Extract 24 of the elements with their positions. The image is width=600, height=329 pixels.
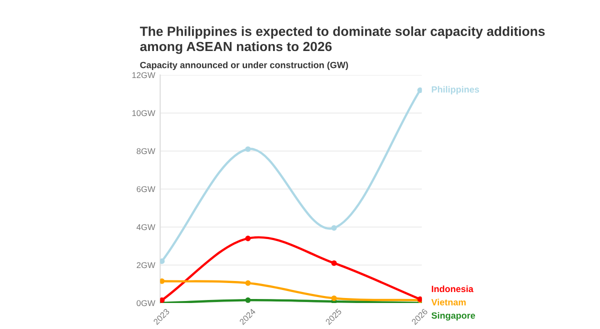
- point: [331, 225, 337, 231]
- point: [160, 297, 165, 303]
- series-label: Indonesia: [432, 286, 474, 292]
- point: [245, 297, 251, 303]
- point: [160, 258, 165, 264]
- y-tick-label: 6GW: [136, 186, 156, 192]
- point: [245, 280, 251, 286]
- point: [245, 146, 251, 152]
- y-tick-label: 10GW: [132, 110, 156, 116]
- series-label: Singapore: [432, 312, 476, 321]
- chart-title: The Philippines is expected to dominate solar capacity additions among ASEAN nations to 2026: [140, 26, 545, 54]
- point: [160, 278, 165, 284]
- point: [417, 87, 422, 93]
- y-tick-label: 8GW: [136, 148, 156, 154]
- y-tick-label: 12GW: [132, 72, 156, 78]
- series-label: Philippines: [432, 86, 480, 94]
- point: [245, 236, 251, 242]
- series-label: Vietnam: [431, 298, 466, 306]
- y-tick-label: 0GW: [136, 300, 156, 306]
- point: [331, 260, 337, 266]
- point: [331, 295, 337, 302]
- y-tick-label: 4GW: [136, 224, 156, 230]
- y-tick-label: 2GW: [136, 262, 156, 268]
- chart-subtitle: Capacity announced or under construction (GW): [140, 62, 348, 70]
